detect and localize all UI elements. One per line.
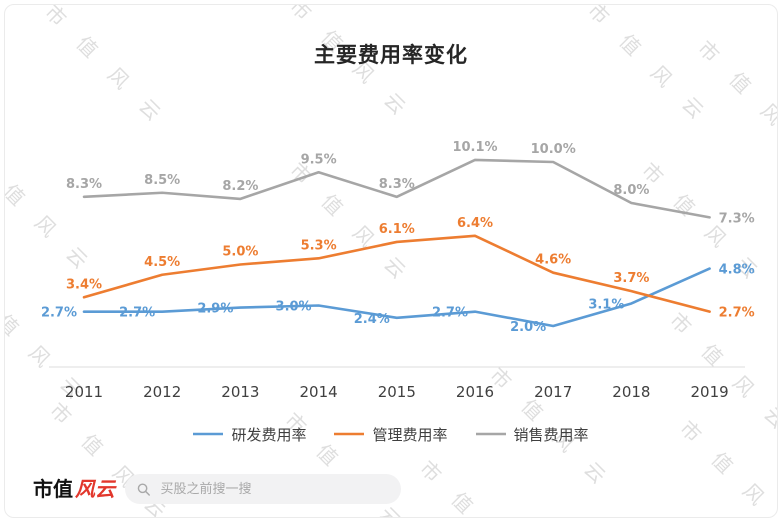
data-label: 2.7% [41,306,77,321]
search-bar[interactable] [125,474,401,504]
data-label: 6.4% [457,216,493,231]
x-axis-label: 2013 [221,383,259,401]
x-axis-label: 2016 [456,383,494,401]
x-axis-label: 2012 [143,383,181,401]
data-label: 8.3% [379,177,415,192]
legend-line-swatch [475,432,506,436]
series-line-0 [82,267,711,328]
x-axis-label: 2015 [378,383,416,401]
x-axis-label: 2011 [65,383,103,401]
legend-label: 管理费用率 [372,425,448,444]
line-chart-svg: 2011 2012 2013 2014 2015 2016 2017 2018 2019 2.7%… [41,140,755,401]
legend-item-2: 销售费用率 [475,424,589,445]
brand-logo: 市值 风云 [33,473,115,505]
data-label: 2.9% [197,302,233,317]
x-axis-label: 2014 [300,383,338,401]
data-label: 4.5% [144,255,180,270]
data-label: 2.0% [510,320,546,335]
brand-text-fengyun: 风云 [75,477,115,501]
chart-legend: 研发费用率 管理费用率 销售费用率 [5,419,777,449]
data-label: 2.4% [354,312,390,327]
x-axis-label: 2018 [612,383,650,401]
data-label: 8.2% [222,179,258,194]
legend-item-1: 管理费用率 [334,424,448,445]
data-label: 6.1% [379,222,415,237]
data-label: 8.0% [613,183,649,198]
data-label: 4.8% [719,263,755,278]
legend-item-0: 研发费用率 [193,424,306,445]
chart-card: 市 值 风 云市 值 风 云市 值 风 云市 值 风 云市 值 风 云市 值 风… [4,4,778,518]
footer-bar: 市值 风云 [33,473,401,505]
data-label: 3.7% [613,271,649,286]
brand-text-shizhi: 市值 [33,477,73,501]
data-label: 8.3% [66,177,102,192]
watermark-text: 市 值 风 云 [414,453,549,517]
data-label: 2.7% [432,306,468,321]
series-line-1 [82,234,711,313]
data-label: 8.5% [144,173,180,188]
data-label: 2.7% [719,306,755,321]
legend-line-swatch [334,432,365,436]
data-label: 10.0% [531,142,576,157]
series-line-2 [82,158,711,219]
data-label: 9.5% [301,152,337,167]
search-icon [137,482,150,496]
data-label: 3.1% [588,297,624,312]
data-label: 2.7% [119,306,155,321]
data-label: 4.6% [535,253,571,268]
data-label: 5.3% [301,238,337,253]
data-label: 7.3% [719,211,755,226]
chart-title: 主要费用率变化 [314,43,468,67]
search-input[interactable] [158,480,389,498]
data-label: 3.0% [276,300,312,315]
data-label: 3.4% [66,277,102,292]
data-label: 10.1% [452,140,497,155]
legend-label: 研发费用率 [231,425,307,444]
data-label: 5.0% [222,245,258,260]
legend-line-swatch [193,432,224,436]
expense-ratio-chart: 2011 2012 2013 2014 2015 2016 2017 2018 2019 2.7%… [5,100,777,410]
x-axis-label: 2019 [691,383,729,401]
legend-label: 销售费用率 [513,425,589,444]
x-axis-label: 2017 [534,383,572,401]
